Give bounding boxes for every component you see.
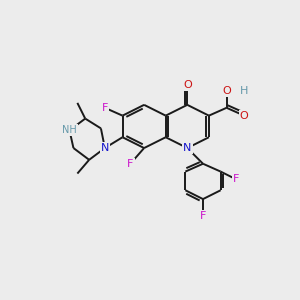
Text: F: F <box>102 103 108 113</box>
Text: H: H <box>240 86 248 96</box>
Text: O: O <box>183 80 192 90</box>
Text: O: O <box>222 86 231 96</box>
Text: N: N <box>101 143 109 153</box>
Text: NH: NH <box>62 125 77 135</box>
Text: N: N <box>183 143 191 153</box>
Text: F: F <box>127 159 134 169</box>
Text: F: F <box>233 174 240 184</box>
Text: O: O <box>240 111 249 121</box>
Text: F: F <box>200 211 206 221</box>
